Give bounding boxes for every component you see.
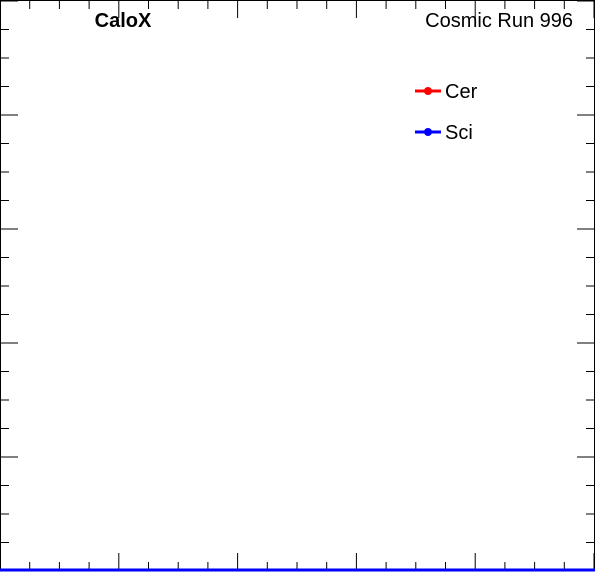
legend-entry-sci: Sci xyxy=(415,122,473,144)
legend-label: Cer xyxy=(445,81,478,103)
legend-marker xyxy=(424,128,432,136)
chart-title-left: CaloX xyxy=(95,10,152,32)
legend-entry-cer: Cer xyxy=(415,81,478,103)
legend-marker xyxy=(424,87,432,95)
legend: Cer Sci xyxy=(415,81,478,144)
chart-title-right: Cosmic Run 996 xyxy=(425,10,573,32)
legend-label: Sci xyxy=(445,122,473,144)
